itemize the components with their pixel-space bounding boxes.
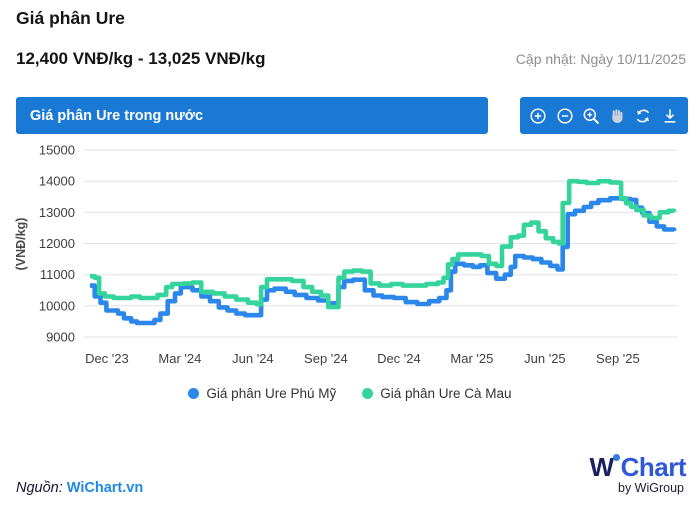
source-label: Nguồn: <box>16 480 63 496</box>
legend-label: Giá phân Ure Phú Mỹ <box>206 386 337 401</box>
last-updated: Cập nhật: Ngày 10/11/2025 <box>515 51 686 67</box>
legend-dot-icon <box>362 388 374 399</box>
x-tick-label: Jun '25 <box>524 351 566 366</box>
x-tick-label: Sep '24 <box>304 351 348 366</box>
y-tick-label: 11000 <box>40 267 75 282</box>
pan-icon[interactable] <box>605 104 629 128</box>
x-tick-label: Mar '24 <box>158 351 201 366</box>
wichart-logo[interactable]: W Chart by WiGroup <box>589 451 687 495</box>
x-tick-label: Mar '25 <box>450 351 493 366</box>
x-tick-label: Dec '24 <box>377 351 421 366</box>
price-range: 12,400 VNĐ/kg - 13,025 VNĐ/kg <box>16 49 266 68</box>
legend-dot-icon <box>188 388 200 399</box>
source-link[interactable]: WiChart.vn <box>66 480 144 496</box>
chart-legend: Giá phân Ure Phú Mỹ Giá phân Ure Cà Mau <box>0 386 700 401</box>
y-tick-label: 9000 <box>46 330 75 345</box>
x-tick-label: Sep '25 <box>596 351 640 366</box>
zoom-out-icon[interactable] <box>553 104 577 128</box>
logo-byline: by WiGroup <box>618 480 684 495</box>
y-tick-label: 14000 <box>39 174 75 189</box>
logo-chart: Chart <box>620 451 687 482</box>
page-title: Giá phân Ure <box>16 8 125 28</box>
wichart-logo-text: W Chart <box>589 451 687 482</box>
chart-title-bar: Giá phân Ure trong nước <box>16 97 488 134</box>
reset-zoom-icon[interactable] <box>631 104 655 128</box>
y-tick-label: 10000 <box>39 298 75 313</box>
y-tick-label: 13000 <box>39 205 75 220</box>
chart-title: Giá phân Ure trong nước <box>30 107 204 124</box>
source-line: Nguồn: WiChart.vn <box>16 480 143 496</box>
subtitle-row: 12,400 VNĐ/kg - 13,025 VNĐ/kg Cập nhật: … <box>16 49 686 69</box>
y-tick-label: 12000 <box>39 236 75 251</box>
download-icon[interactable] <box>658 104 682 128</box>
zoom-area-icon[interactable] <box>579 104 603 128</box>
chart-area[interactable]: 9000 10000 11000 12000 13000 14000 15000 (VNĐ/k… <box>8 142 684 382</box>
chart-header-row: Giá phân Ure trong nước <box>16 97 688 134</box>
x-tick-label: Jun '24 <box>232 351 274 366</box>
series-line-0[interactable] <box>90 196 677 326</box>
x-tick-label: Dec '23 <box>85 351 129 366</box>
legend-label: Giá phân Ure Cà Mau <box>380 386 512 401</box>
y-tick-label: 15000 <box>39 143 75 158</box>
logo-dot-icon <box>612 453 620 461</box>
price-chart-svg: 9000 10000 11000 12000 13000 14000 15000 (VNĐ/k… <box>14 143 678 366</box>
y-axis-label: (VNĐ/kg) <box>14 218 28 271</box>
series-line-1[interactable] <box>90 178 677 310</box>
legend-item-0[interactable]: Giá phân Ure Phú Mỹ <box>188 386 336 401</box>
zoom-in-icon[interactable] <box>526 104 550 128</box>
legend-item-1[interactable]: Giá phân Ure Cà Mau <box>362 386 512 401</box>
chart-toolbar <box>520 97 688 134</box>
logo-w: W <box>589 451 615 482</box>
